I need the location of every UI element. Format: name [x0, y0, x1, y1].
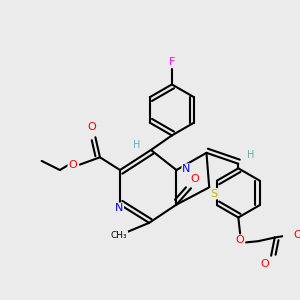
Text: H: H — [296, 229, 300, 239]
Text: O: O — [236, 235, 244, 245]
Text: H: H — [133, 140, 140, 149]
Text: N: N — [115, 203, 123, 213]
Text: F: F — [169, 57, 175, 67]
Text: O: O — [260, 259, 269, 269]
Text: CH₃: CH₃ — [111, 231, 128, 240]
Text: N: N — [182, 164, 190, 174]
Text: S: S — [210, 189, 217, 199]
Text: O: O — [87, 122, 96, 132]
Text: H: H — [248, 150, 255, 160]
Text: O: O — [293, 230, 300, 240]
Text: O: O — [190, 174, 199, 184]
Text: O: O — [68, 160, 77, 170]
